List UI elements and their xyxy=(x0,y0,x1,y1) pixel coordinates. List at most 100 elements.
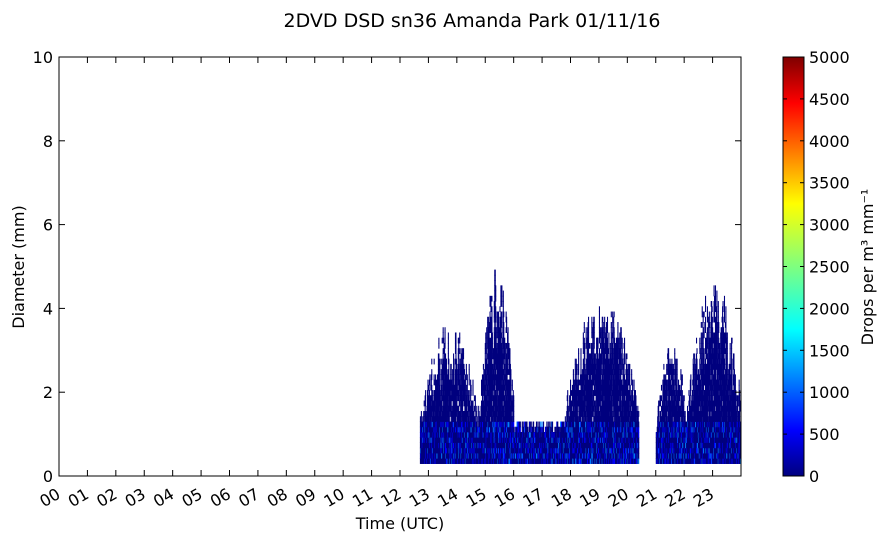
heatmap-cell xyxy=(427,390,429,396)
heatmap-cell xyxy=(494,363,496,370)
heatmap-cell xyxy=(449,411,451,417)
heatmap-cell xyxy=(442,332,444,339)
heatmap-cell xyxy=(470,411,472,417)
heatmap-cell xyxy=(501,400,503,407)
heatmap-cell xyxy=(588,316,590,323)
heatmap-cell xyxy=(447,332,449,339)
heatmap-cell xyxy=(470,390,472,396)
heatmap-cell xyxy=(480,384,483,391)
heatmap-cell xyxy=(489,301,491,307)
heatmap-cell xyxy=(498,311,500,318)
heatmap-cell xyxy=(463,363,465,370)
heatmap-cell xyxy=(500,285,502,292)
heatmap-cell xyxy=(431,384,433,391)
heatmap-cell xyxy=(571,395,573,402)
heatmap-cell xyxy=(577,374,579,381)
heatmap-cell xyxy=(454,405,456,412)
heatmap-cell xyxy=(508,400,511,407)
heatmap-cell xyxy=(579,379,581,386)
heatmap-cell xyxy=(488,337,490,344)
heatmap-cell xyxy=(481,390,484,396)
heatmap-cell xyxy=(440,358,442,365)
heatmap-cell xyxy=(572,369,574,375)
heatmap-cell xyxy=(521,421,523,428)
heatmap-cell xyxy=(501,342,503,349)
heatmap-cell xyxy=(558,426,560,433)
heatmap-cell xyxy=(538,421,540,428)
heatmap-cell xyxy=(513,416,515,423)
heatmap-cell xyxy=(481,374,484,381)
heatmap-cell xyxy=(533,426,535,433)
heatmap-cell xyxy=(589,374,591,381)
heatmap-cell xyxy=(491,316,493,323)
heatmap-cell xyxy=(525,421,527,428)
heatmap-cell xyxy=(585,337,587,344)
heatmap-cell xyxy=(443,337,445,344)
heatmap-cell xyxy=(444,358,446,365)
heatmap-cell xyxy=(490,295,492,302)
heatmap-cell xyxy=(491,337,493,344)
heatmap-cell xyxy=(489,358,491,365)
heatmap-cell xyxy=(529,432,531,438)
heatmap-cell xyxy=(509,384,511,391)
heatmap-cell xyxy=(590,405,592,412)
heatmap-cell xyxy=(470,379,472,386)
heatmap-cell xyxy=(456,400,458,407)
heatmap-cell xyxy=(495,290,497,297)
heatmap-cell xyxy=(491,395,493,402)
heatmap-cell xyxy=(472,384,474,391)
heatmap-cell xyxy=(490,322,492,328)
heatmap-cell xyxy=(495,295,497,302)
heatmap-cell xyxy=(506,322,508,328)
heatmap-cell xyxy=(467,411,469,417)
heatmap-cell xyxy=(472,400,474,407)
heatmap-cell xyxy=(571,405,573,412)
heatmap-cell xyxy=(500,379,502,386)
heatmap-cell xyxy=(447,348,449,354)
heatmap-cell xyxy=(442,327,444,333)
heatmap-cell xyxy=(541,426,543,433)
heatmap-cell xyxy=(529,421,531,428)
heatmap-cell xyxy=(578,384,580,391)
heatmap-cell xyxy=(450,369,452,375)
heatmap-cell xyxy=(506,316,508,323)
heatmap-cell xyxy=(502,374,504,381)
heatmap-cell xyxy=(519,421,521,428)
heatmap-cell xyxy=(573,405,575,412)
heatmap-cell xyxy=(468,411,470,417)
heatmap-cell xyxy=(588,374,591,381)
heatmap-cell xyxy=(552,426,554,433)
heatmap-cell xyxy=(501,322,503,328)
heatmap-cell xyxy=(587,416,589,423)
heatmap-cell xyxy=(450,400,452,407)
heatmap-cell xyxy=(462,358,464,365)
heatmap-cell xyxy=(585,369,587,375)
heatmap-cell xyxy=(501,348,503,354)
heatmap-cell xyxy=(557,421,559,428)
heatmap-cell xyxy=(434,411,436,417)
heatmap-cell xyxy=(495,369,497,375)
heatmap-cell xyxy=(504,348,506,354)
heatmap-cell xyxy=(487,358,489,365)
heatmap-cell xyxy=(583,337,585,344)
heatmap-cell xyxy=(482,363,484,370)
heatmap-cell xyxy=(511,416,513,423)
heatmap-cell xyxy=(502,316,504,323)
heatmap-cell xyxy=(493,405,495,412)
heatmap-cell xyxy=(507,358,509,365)
heatmap-cell xyxy=(462,400,464,407)
heatmap-cell xyxy=(428,411,430,417)
heatmap-cell xyxy=(576,405,578,412)
heatmap-cell xyxy=(446,416,448,423)
heatmap-cell xyxy=(480,390,483,396)
heatmap-cell xyxy=(501,327,503,333)
heatmap-cell xyxy=(443,400,445,407)
heatmap-cell xyxy=(559,426,561,433)
heatmap-cell xyxy=(483,369,485,375)
heatmap-cell xyxy=(573,379,575,386)
heatmap-cell xyxy=(455,379,457,386)
heatmap-cell xyxy=(485,348,487,354)
heatmap-cell xyxy=(419,421,421,428)
heatmap-cell xyxy=(429,374,431,381)
